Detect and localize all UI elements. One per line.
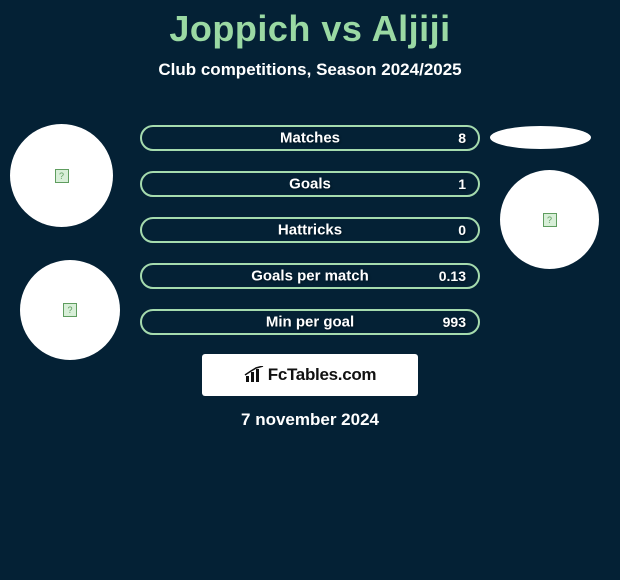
stat-value: 1 (458, 176, 466, 192)
stat-bar: Hattricks 0 (140, 217, 480, 243)
stat-value: 8 (458, 130, 466, 146)
stats-panel: ? ? ? Matches 8 Goals 1 Hattricks 0 Goal… (0, 100, 620, 360)
broken-image-icon: ? (63, 303, 77, 317)
decorative-ellipse (490, 126, 591, 149)
site-badge: FcTables.com (202, 354, 418, 396)
badge-text: FcTables.com (268, 365, 377, 385)
stat-label: Goals (289, 176, 331, 193)
stat-bar: Matches 8 (140, 125, 480, 151)
page-subtitle: Club competitions, Season 2024/2025 (0, 60, 620, 80)
date-label: 7 november 2024 (241, 410, 379, 430)
player-avatar-right: ? (500, 170, 599, 269)
stat-bar: Goals 1 (140, 171, 480, 197)
stat-bar: Goals per match 0.13 (140, 263, 480, 289)
broken-image-icon: ? (543, 213, 557, 227)
stat-label: Hattricks (278, 222, 342, 239)
player-avatar-left-2: ? (20, 260, 120, 360)
broken-image-icon: ? (55, 169, 69, 183)
stat-value: 0 (458, 222, 466, 238)
page-title: Joppich vs Aljiji (0, 8, 620, 50)
badge-logo: FcTables.com (244, 365, 377, 385)
player-avatar-left-1: ? (10, 124, 113, 227)
stat-label: Min per goal (266, 314, 354, 331)
stat-value: 0.13 (439, 268, 466, 284)
stat-bar: Min per goal 993 (140, 309, 480, 335)
stat-bars: Matches 8 Goals 1 Hattricks 0 Goals per … (140, 125, 480, 355)
stat-label: Matches (280, 130, 340, 147)
header: Joppich vs Aljiji Club competitions, Sea… (0, 0, 620, 80)
stat-value: 993 (443, 314, 466, 330)
bar-chart-icon (244, 366, 266, 384)
stat-label: Goals per match (251, 268, 369, 285)
